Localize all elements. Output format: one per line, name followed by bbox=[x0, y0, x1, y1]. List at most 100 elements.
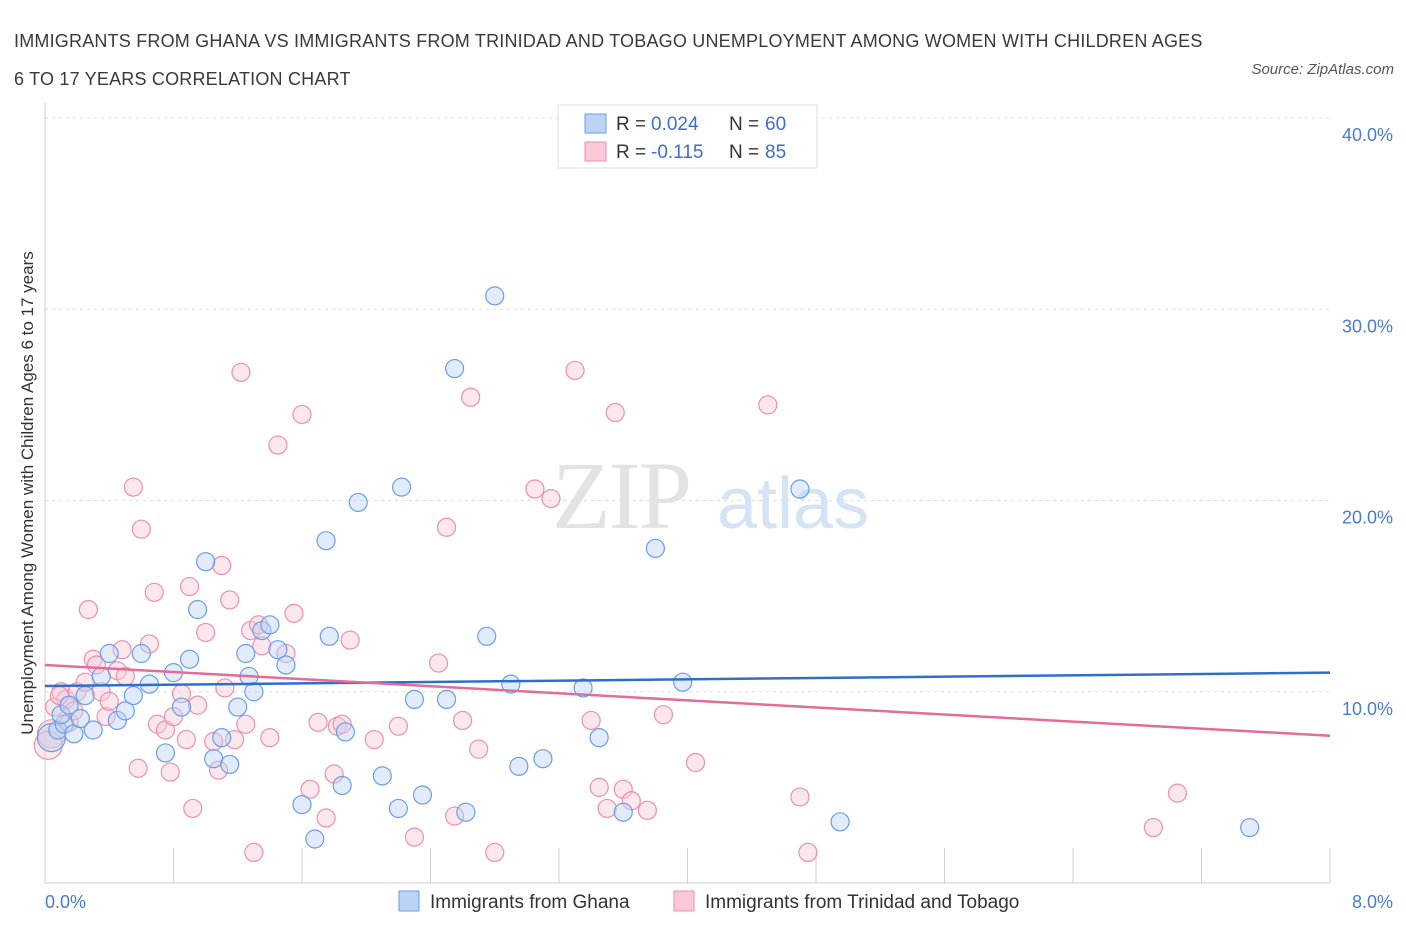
trinidad-point bbox=[364, 729, 384, 750]
trinidad-point bbox=[485, 842, 505, 863]
trinidad-point bbox=[758, 395, 778, 415]
trinidad-point bbox=[236, 714, 256, 734]
ghana-point bbox=[305, 829, 325, 849]
trinidad-point bbox=[91, 682, 111, 702]
ghana-point bbox=[790, 479, 810, 499]
trinidad-point bbox=[112, 640, 132, 660]
legend-ghana-r-value: 0.024 bbox=[651, 114, 699, 135]
trinidad-point bbox=[469, 739, 489, 759]
series-legend: Immigrants from Ghana Immigrants from Tr… bbox=[398, 890, 1019, 913]
ghana-point bbox=[509, 756, 529, 776]
legend-trinidad-r-value: -0.115 bbox=[651, 142, 703, 163]
trinidad-point bbox=[589, 777, 609, 797]
ghana-point bbox=[589, 728, 609, 748]
trinidad-point bbox=[163, 707, 184, 727]
ghana-point bbox=[179, 649, 200, 669]
ghana-point bbox=[404, 689, 425, 710]
trinidad-point bbox=[308, 712, 328, 732]
y-tick-label-40: 40.0% bbox=[1342, 125, 1393, 145]
y-tick-label-10: 10.0% bbox=[1342, 699, 1393, 719]
legend-trinidad-n-value: 85 bbox=[765, 142, 786, 163]
ghana-point bbox=[372, 766, 392, 786]
ghana-point bbox=[75, 685, 95, 706]
ghana-point bbox=[613, 802, 633, 822]
y-tick-label-30: 30.0% bbox=[1342, 316, 1393, 336]
legend-ghana-r-label: R = bbox=[616, 114, 646, 135]
trinidad-point bbox=[176, 729, 196, 750]
trinidad-point bbox=[292, 404, 312, 425]
ghana-point bbox=[391, 477, 412, 497]
ghana-point bbox=[171, 697, 192, 717]
ghana-point bbox=[83, 720, 103, 740]
correlation-legend: R = 0.024 N = 60 R = -0.115 N = 85 bbox=[557, 104, 818, 169]
ghana-point bbox=[485, 286, 505, 306]
trinidad-point bbox=[220, 590, 240, 610]
trinidad-point bbox=[144, 582, 164, 602]
y-tick-label-20: 20.0% bbox=[1342, 508, 1393, 528]
ghana-point bbox=[107, 710, 127, 731]
ghana-point bbox=[260, 615, 280, 635]
trinidad-point bbox=[597, 798, 617, 819]
ghana-point bbox=[236, 643, 256, 664]
bottom-legend-trinidad-label: Immigrants from Trinidad and Tobago bbox=[705, 892, 1019, 913]
trinidad-point bbox=[187, 695, 208, 715]
trinidad-point bbox=[300, 779, 320, 799]
ghana-point bbox=[196, 552, 216, 572]
watermark-atlas: atlas bbox=[717, 464, 869, 544]
trinidad-point bbox=[86, 655, 107, 675]
ghana-point bbox=[316, 531, 336, 551]
ghana-point bbox=[59, 695, 79, 715]
ghana-point bbox=[99, 643, 119, 664]
ghana-point bbox=[268, 640, 288, 660]
trinidad-point bbox=[208, 760, 229, 780]
bottom-legend-ghana-swatch bbox=[398, 890, 420, 912]
bottom-legend-trinidad-swatch bbox=[673, 890, 695, 912]
trinidad-point bbox=[179, 576, 200, 597]
ghana-point bbox=[477, 626, 497, 646]
ghana-point bbox=[292, 794, 312, 815]
ghana-point bbox=[388, 798, 408, 819]
trinidad-trend-line bbox=[44, 663, 1331, 737]
trinidad-point bbox=[231, 362, 251, 382]
trinidad-point bbox=[1167, 783, 1188, 803]
trinidad-point bbox=[444, 806, 465, 826]
y-tick-labels: 10.0% 20.0% 30.0% 40.0% bbox=[1342, 125, 1393, 719]
watermark-zip: ZIP bbox=[552, 442, 690, 549]
trinidad-point bbox=[621, 791, 641, 811]
trinidad-point bbox=[653, 705, 674, 725]
ghana-point bbox=[456, 802, 476, 822]
trinidad-point bbox=[581, 710, 601, 731]
trinidad-point bbox=[78, 599, 98, 620]
ghana-point bbox=[830, 812, 850, 832]
trinidad-point bbox=[790, 787, 810, 807]
chart-title: IMMIGRANTS FROM GHANA VS IMMIGRANTS FROM… bbox=[14, 31, 1203, 89]
trinidad-point bbox=[685, 752, 706, 773]
trinidad-point bbox=[284, 603, 304, 623]
trinidad-points bbox=[33, 360, 1188, 863]
ghana-point bbox=[51, 705, 71, 725]
trinidad-point bbox=[605, 402, 625, 423]
trinidad-point bbox=[637, 800, 657, 820]
ghana-point bbox=[70, 708, 90, 729]
ghana-point bbox=[204, 749, 224, 769]
trinidad-point bbox=[388, 716, 408, 736]
ghana-point bbox=[645, 538, 665, 558]
y-axis-label: Unemployment Among Women with Children A… bbox=[18, 251, 37, 735]
trinidad-point bbox=[183, 798, 203, 819]
ghana-point bbox=[412, 785, 433, 805]
trinidad-point bbox=[404, 827, 425, 847]
trinidad-point bbox=[244, 842, 264, 863]
trinidad-point bbox=[340, 630, 360, 650]
ghana-point bbox=[220, 754, 240, 775]
source-label: Source: ZipAtlas.com bbox=[1251, 61, 1394, 78]
ghana-point bbox=[501, 674, 521, 694]
trinidad-point bbox=[123, 477, 143, 497]
trinidad-point bbox=[131, 519, 151, 539]
trinidad-point bbox=[252, 636, 272, 656]
trinidad-point bbox=[613, 779, 633, 799]
ghana-points bbox=[36, 286, 1260, 849]
ghana-point bbox=[155, 743, 176, 763]
ghana-point bbox=[244, 682, 264, 702]
trinidad-point bbox=[525, 479, 545, 499]
